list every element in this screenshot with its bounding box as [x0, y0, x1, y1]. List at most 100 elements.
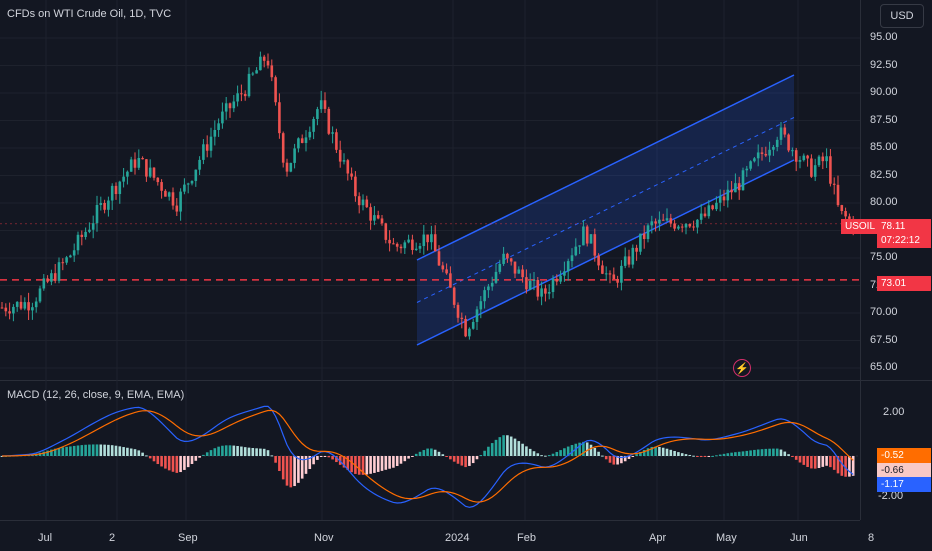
candle-body — [559, 275, 562, 282]
macd-histogram-bar — [114, 445, 118, 456]
candle-body — [243, 93, 247, 97]
candle-body — [817, 156, 821, 166]
candle-body — [711, 205, 714, 210]
macd-histogram-bar — [110, 445, 114, 456]
candle-body — [160, 182, 163, 191]
candle-body — [281, 133, 285, 163]
candle-body — [224, 103, 228, 112]
macd-histogram-bar — [50, 449, 53, 456]
macd-histogram-bar — [487, 446, 490, 456]
candle-body — [388, 239, 391, 244]
macd-histogram-bar — [479, 455, 483, 457]
candle-body — [107, 200, 110, 210]
candle-body — [756, 152, 760, 159]
macd-histogram-bar — [312, 456, 315, 465]
candle-body — [57, 262, 61, 281]
macd-histogram-bar — [243, 447, 247, 456]
macd-histogram-bar — [171, 456, 175, 472]
time-axis[interactable] — [0, 520, 860, 551]
macd-pane[interactable] — [0, 381, 860, 520]
candle-body — [779, 127, 783, 140]
macd-histogram-bar — [103, 444, 106, 456]
lightning-icon[interactable]: ⚡ — [733, 359, 751, 377]
price-pane[interactable] — [0, 0, 860, 380]
macd-histogram-bar — [107, 444, 110, 456]
candle-body — [69, 255, 72, 258]
candle-body — [342, 160, 346, 162]
macd-histogram-bar — [589, 444, 593, 456]
candle-body — [658, 219, 661, 224]
macd-histogram-bar — [190, 456, 194, 464]
macd-histogram-bar — [53, 448, 57, 456]
candle-body — [23, 302, 27, 309]
macd-histogram-bar — [547, 455, 551, 457]
pane-divider[interactable] — [0, 380, 932, 381]
macd-histogram-bar — [665, 448, 669, 456]
candle-body — [829, 156, 832, 184]
macd-histogram-bar — [164, 456, 167, 469]
macd-histogram-bar — [323, 456, 327, 457]
macd-histogram-bar — [407, 456, 410, 459]
macd-histogram-bar — [844, 456, 847, 477]
macd-histogram-bar — [623, 456, 627, 462]
macd-histogram-bar — [422, 450, 426, 456]
time-tick-label: May — [716, 532, 737, 544]
candle-body — [327, 108, 331, 134]
macd-histogram-bar — [449, 456, 452, 460]
macd-histogram-bar — [620, 456, 623, 464]
price-tick-label: 92.50 — [870, 58, 898, 71]
macd-histogram-bar — [281, 456, 285, 480]
candle-body — [707, 205, 711, 217]
currency-button[interactable]: USD — [880, 4, 924, 28]
macd-histogram-bar — [506, 435, 509, 456]
candle-body — [91, 223, 95, 230]
macd-histogram-bar — [502, 435, 505, 456]
candle-body — [677, 226, 680, 229]
candle-body — [179, 191, 182, 212]
candle-body — [331, 132, 334, 134]
macd-histogram-bar — [498, 437, 502, 456]
time-tick-label: 2 — [109, 532, 116, 544]
candle-body — [806, 155, 809, 159]
candle-body — [460, 317, 464, 319]
candle-body — [278, 102, 281, 134]
macd-histogram-bar — [536, 453, 540, 456]
macd-histogram-bar — [798, 456, 802, 463]
macd-histogram-bar — [460, 456, 464, 466]
macd-histogram-bar — [654, 446, 657, 456]
macd-histogram-bar — [540, 455, 543, 457]
candle-body — [821, 156, 825, 162]
candle-body — [547, 292, 551, 294]
macd-histogram-bar — [836, 456, 840, 474]
candle-body — [468, 328, 471, 337]
candle-body — [730, 189, 733, 193]
macd-histogram-bar — [696, 456, 699, 457]
macd-histogram-bar — [384, 456, 388, 470]
macd-histogram-bar — [335, 456, 338, 463]
candle-body — [103, 202, 106, 210]
macd-histogram-bar — [722, 453, 726, 456]
macd-histogram-bar — [597, 451, 600, 456]
macd-histogram-tag: -0.52 — [877, 448, 931, 463]
candle-body — [566, 261, 570, 272]
macd-histogram-bar — [817, 456, 821, 469]
price-axis[interactable] — [860, 0, 932, 520]
macd-histogram-bar — [711, 455, 714, 457]
candle-body — [217, 123, 220, 130]
candle-body — [395, 243, 399, 247]
candle-body — [661, 219, 665, 221]
candle-body — [764, 153, 768, 156]
candle-body — [289, 162, 293, 172]
price-tick-label: 85.00 — [870, 141, 898, 153]
macd-histogram-bar — [0, 456, 4, 457]
macd-histogram-bar — [350, 456, 353, 473]
macd-histogram-bar — [669, 449, 673, 456]
macd-histogram-bar — [756, 449, 760, 456]
candle-body — [430, 234, 433, 243]
candle-body — [783, 127, 787, 135]
macd-histogram-bar — [129, 448, 133, 456]
macd-histogram-bar — [528, 448, 532, 456]
candle-body — [209, 136, 213, 151]
macd-histogram-bar — [240, 446, 243, 456]
